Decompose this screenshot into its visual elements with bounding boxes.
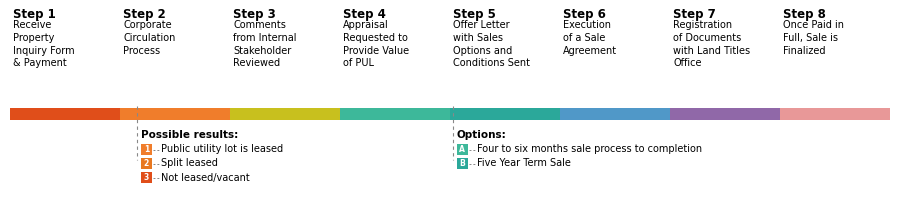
- Text: Step 2: Step 2: [123, 8, 166, 21]
- Bar: [340, 108, 450, 120]
- Text: Step 5: Step 5: [453, 8, 496, 21]
- Text: Step 3: Step 3: [233, 8, 275, 21]
- Bar: [140, 144, 152, 155]
- Text: Possible results:: Possible results:: [140, 130, 238, 140]
- Text: Options:: Options:: [456, 130, 507, 140]
- Bar: [140, 172, 152, 183]
- Text: Split leased: Split leased: [161, 158, 218, 168]
- Text: Step 6: Step 6: [563, 8, 606, 21]
- Text: Appraisal
Requested to
Provide Value
of PUL: Appraisal Requested to Provide Value of …: [343, 20, 410, 68]
- Bar: [560, 108, 670, 120]
- Text: 2: 2: [144, 159, 148, 168]
- Bar: [230, 108, 340, 120]
- Text: Execution
of a Sale
Agreement: Execution of a Sale Agreement: [563, 20, 617, 56]
- Bar: [140, 158, 152, 169]
- Text: Corporate
Circulation
Process: Corporate Circulation Process: [123, 20, 176, 56]
- Text: A: A: [459, 145, 465, 154]
- Text: B: B: [459, 159, 465, 168]
- Text: Once Paid in
Full, Sale is
Finalized: Once Paid in Full, Sale is Finalized: [783, 20, 844, 56]
- Text: Not leased/vacant: Not leased/vacant: [161, 172, 249, 182]
- Text: Four to six months sale process to completion: Four to six months sale process to compl…: [477, 144, 702, 154]
- Bar: [456, 158, 468, 169]
- Bar: [780, 108, 890, 120]
- Text: Step 4: Step 4: [343, 8, 386, 21]
- Bar: [120, 108, 230, 120]
- Text: 3: 3: [144, 173, 148, 182]
- Text: Step 7: Step 7: [673, 8, 716, 21]
- Text: Step 8: Step 8: [783, 8, 826, 21]
- Text: Comments
from Internal
Stakeholder
Reviewed: Comments from Internal Stakeholder Revie…: [233, 20, 296, 68]
- Bar: [670, 108, 780, 120]
- Text: Step 1: Step 1: [13, 8, 56, 21]
- Text: 1: 1: [144, 145, 148, 154]
- Text: Five Year Term Sale: Five Year Term Sale: [477, 158, 571, 168]
- Text: Registration
of Documents
with Land Titles
Office: Registration of Documents with Land Titl…: [673, 20, 750, 68]
- Text: Public utility lot is leased: Public utility lot is leased: [161, 144, 283, 154]
- Bar: [10, 108, 120, 120]
- Bar: [456, 144, 468, 155]
- Text: Receive
Property
Inquiry Form
& Payment: Receive Property Inquiry Form & Payment: [13, 20, 75, 68]
- Text: Offer Letter
with Sales
Options and
Conditions Sent: Offer Letter with Sales Options and Cond…: [453, 20, 530, 68]
- Bar: [450, 108, 560, 120]
